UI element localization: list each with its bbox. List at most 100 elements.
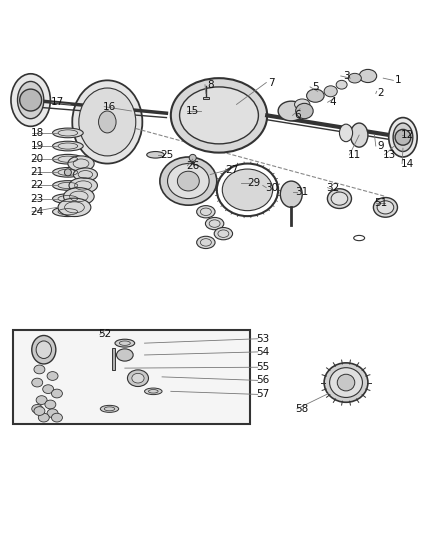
Text: 8: 8 — [207, 80, 214, 90]
Text: 32: 32 — [326, 183, 339, 192]
Bar — [13, 330, 250, 424]
Text: 52: 52 — [99, 329, 112, 340]
Circle shape — [20, 89, 42, 111]
Text: 20: 20 — [31, 154, 44, 164]
Ellipse shape — [324, 86, 337, 97]
Text: 2: 2 — [378, 88, 385, 99]
Ellipse shape — [32, 378, 43, 387]
Ellipse shape — [53, 194, 83, 204]
Ellipse shape — [53, 128, 83, 138]
Ellipse shape — [32, 405, 43, 413]
Text: 18: 18 — [31, 128, 44, 138]
Ellipse shape — [117, 349, 133, 361]
Text: 12: 12 — [401, 130, 414, 140]
Circle shape — [64, 169, 71, 176]
Text: 23: 23 — [31, 193, 44, 204]
Ellipse shape — [296, 103, 313, 119]
Ellipse shape — [393, 123, 413, 151]
Ellipse shape — [145, 388, 162, 394]
Text: 6: 6 — [294, 110, 301, 120]
Text: 24: 24 — [31, 207, 44, 217]
Ellipse shape — [36, 341, 52, 359]
Ellipse shape — [327, 189, 351, 208]
Ellipse shape — [69, 178, 97, 193]
Text: 27: 27 — [226, 165, 239, 175]
Ellipse shape — [36, 395, 47, 405]
Ellipse shape — [39, 413, 49, 422]
Ellipse shape — [18, 82, 44, 119]
Bar — [203, 96, 209, 99]
Ellipse shape — [68, 156, 94, 171]
Ellipse shape — [100, 405, 119, 413]
Ellipse shape — [58, 198, 91, 216]
Text: 21: 21 — [31, 167, 44, 177]
Ellipse shape — [11, 74, 50, 126]
Ellipse shape — [132, 374, 144, 383]
Ellipse shape — [147, 151, 164, 158]
Text: 53: 53 — [256, 334, 269, 344]
Text: 57: 57 — [256, 390, 269, 399]
Text: 11: 11 — [348, 150, 361, 160]
Text: 55: 55 — [256, 362, 269, 372]
Ellipse shape — [339, 124, 353, 142]
Ellipse shape — [324, 363, 368, 402]
Text: 17: 17 — [50, 97, 64, 107]
Circle shape — [189, 155, 196, 161]
Ellipse shape — [278, 101, 304, 121]
Text: 26: 26 — [186, 161, 199, 171]
Ellipse shape — [180, 87, 258, 144]
Ellipse shape — [34, 407, 45, 415]
Ellipse shape — [115, 339, 134, 347]
Ellipse shape — [171, 78, 267, 152]
Ellipse shape — [73, 168, 97, 181]
Ellipse shape — [127, 370, 148, 386]
Text: 15: 15 — [186, 106, 199, 116]
Ellipse shape — [53, 181, 83, 190]
Ellipse shape — [331, 192, 348, 205]
Text: 3: 3 — [343, 71, 350, 81]
Ellipse shape — [72, 80, 142, 164]
Ellipse shape — [177, 171, 199, 191]
Ellipse shape — [294, 99, 310, 110]
Ellipse shape — [42, 385, 53, 393]
Ellipse shape — [47, 372, 58, 381]
Circle shape — [395, 130, 411, 145]
Ellipse shape — [47, 409, 58, 418]
Ellipse shape — [53, 167, 83, 177]
Text: 22: 22 — [31, 181, 44, 190]
Ellipse shape — [348, 74, 361, 83]
Ellipse shape — [197, 236, 215, 248]
Ellipse shape — [53, 207, 83, 216]
Ellipse shape — [330, 368, 363, 398]
Text: 16: 16 — [103, 102, 116, 111]
Ellipse shape — [99, 111, 116, 133]
Ellipse shape — [222, 169, 272, 211]
Text: 30: 30 — [265, 183, 278, 192]
Ellipse shape — [280, 181, 302, 207]
Ellipse shape — [307, 89, 324, 102]
Ellipse shape — [337, 374, 355, 391]
Text: 31: 31 — [296, 187, 309, 197]
Text: 54: 54 — [256, 347, 269, 357]
Text: 58: 58 — [296, 404, 309, 414]
Ellipse shape — [32, 335, 56, 364]
Bar — [112, 349, 115, 370]
Text: 1: 1 — [395, 75, 402, 85]
Ellipse shape — [167, 164, 209, 199]
Text: 19: 19 — [31, 141, 44, 151]
Ellipse shape — [53, 155, 83, 164]
Text: 9: 9 — [378, 141, 385, 151]
Ellipse shape — [34, 365, 45, 374]
Ellipse shape — [214, 228, 233, 240]
Ellipse shape — [373, 198, 398, 217]
Text: 4: 4 — [329, 97, 336, 107]
Ellipse shape — [197, 206, 215, 218]
Ellipse shape — [359, 69, 377, 83]
Ellipse shape — [52, 389, 63, 398]
Ellipse shape — [160, 157, 217, 205]
Ellipse shape — [389, 118, 417, 157]
Ellipse shape — [350, 123, 368, 147]
Ellipse shape — [52, 413, 63, 422]
Ellipse shape — [64, 188, 94, 205]
Ellipse shape — [205, 217, 224, 230]
